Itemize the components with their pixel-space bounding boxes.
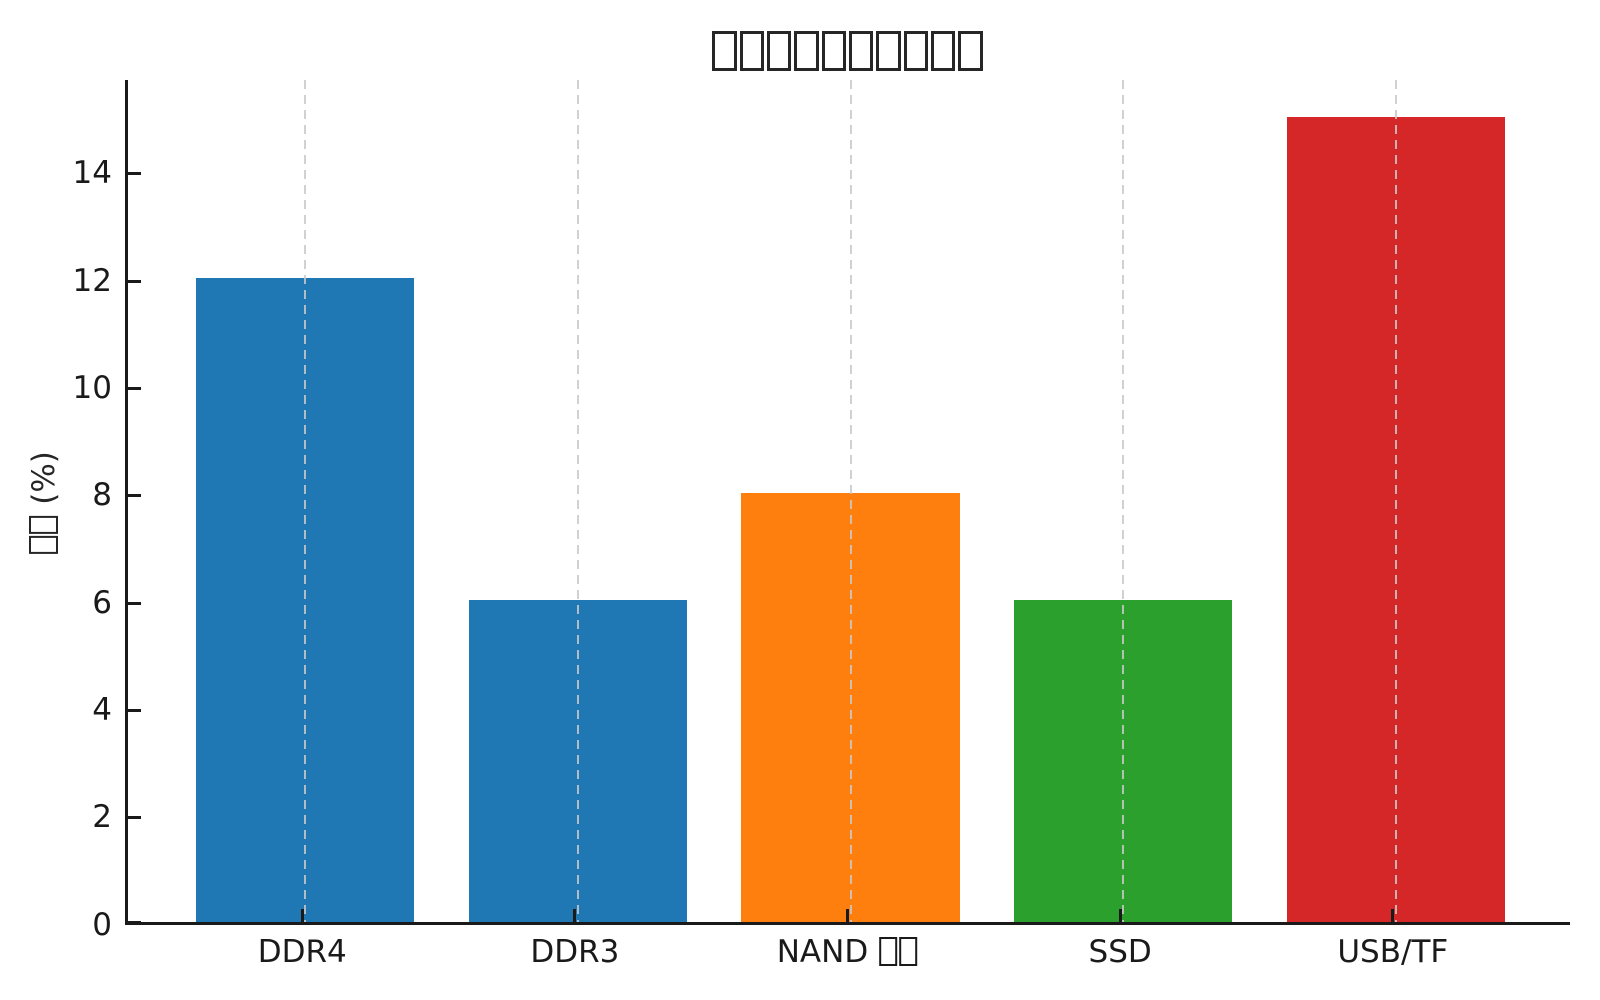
x-tick-mark	[846, 909, 849, 922]
missing-glyph-box	[794, 30, 819, 71]
y-tick-label: 8	[92, 477, 112, 514]
gridline	[1394, 80, 1397, 922]
x-tick-label: SSD	[1088, 934, 1152, 970]
missing-glyph-box	[958, 30, 983, 71]
x-tick-label: DDR4	[257, 934, 347, 970]
plot-area	[125, 80, 1570, 925]
x-tick-mark	[1391, 909, 1395, 922]
y-tick-mark	[128, 279, 141, 283]
x-tick-label: NAND	[777, 935, 919, 969]
x-tick-mark	[300, 909, 304, 922]
y-tick-mark	[128, 172, 141, 176]
missing-glyph-box	[879, 936, 898, 967]
y-tick-mark	[128, 816, 141, 820]
y-tick-label: 10	[72, 369, 112, 406]
missing-glyph-box	[903, 30, 928, 71]
gridline	[1122, 80, 1125, 922]
gridline	[576, 80, 579, 922]
missing-glyph-box	[930, 30, 956, 71]
x-tick-mark	[573, 909, 577, 922]
gridline	[304, 80, 307, 922]
x-tick-label: USB/TF	[1337, 934, 1449, 970]
x-tick-mark	[1118, 909, 1122, 922]
y-tick-mark	[128, 601, 141, 605]
y-tick-label: 12	[72, 262, 112, 299]
y-tick-label: 14	[72, 155, 112, 192]
y-tick-label: 0	[92, 906, 112, 943]
gridline	[849, 80, 852, 922]
y-tick-mark	[128, 708, 141, 712]
missing-glyph-box	[28, 515, 59, 534]
missing-glyph-box	[767, 30, 792, 71]
missing-glyph-box	[821, 30, 847, 71]
missing-glyph-box	[899, 936, 918, 967]
y-tick-mark	[128, 920, 141, 924]
x-tick-label: DDR3	[530, 934, 620, 970]
y-tick-mark	[128, 494, 141, 498]
missing-glyph-box	[848, 30, 874, 71]
missing-glyph-box	[712, 30, 737, 71]
y-tick-label: 4	[92, 691, 112, 728]
y-tick-label: 6	[92, 584, 112, 621]
missing-glyph-box	[28, 535, 59, 554]
y-tick-mark	[128, 386, 141, 390]
y-tick-label: 2	[92, 799, 112, 836]
missing-glyph-box	[876, 30, 901, 71]
chart-title	[125, 26, 1570, 75]
missing-glyph-box	[739, 30, 765, 71]
